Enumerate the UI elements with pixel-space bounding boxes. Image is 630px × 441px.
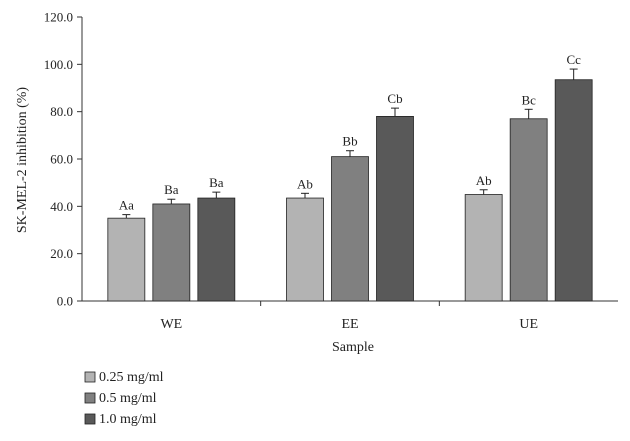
- bar: [509, 118, 548, 302]
- bar: [107, 217, 146, 302]
- x-tick-label: EE: [341, 317, 358, 332]
- data-label: Aa: [119, 198, 134, 213]
- y-tick-label: 20.0: [50, 246, 73, 261]
- bar: [286, 197, 324, 302]
- data-label: Ab: [476, 173, 492, 188]
- legend-label: 0.5 mg/ml: [99, 391, 157, 406]
- y-axis-title: SK-MEL-2 inhibition (%): [15, 87, 30, 234]
- data-label: Cb: [387, 91, 402, 106]
- y-tick-label: 0.0: [57, 294, 73, 309]
- legend-swatch: [84, 392, 96, 404]
- bar: [464, 194, 503, 302]
- y-tick-label: 60.0: [50, 152, 73, 167]
- bar: [152, 203, 191, 302]
- y-tick-label: 80.0: [50, 104, 73, 119]
- data-label: Bb: [342, 134, 357, 149]
- bar: [554, 79, 593, 302]
- legend-swatch: [84, 413, 96, 425]
- x-tick-label: UE: [519, 317, 538, 332]
- bar: [376, 116, 414, 302]
- bar: [331, 156, 369, 302]
- data-label: Bc: [521, 92, 536, 107]
- y-tick-label: 100.0: [44, 57, 73, 72]
- legend-label: 1.0 mg/ml: [99, 412, 157, 427]
- y-tick-label: 40.0: [50, 199, 73, 214]
- data-label: Cc: [566, 52, 581, 67]
- data-label: Ab: [297, 176, 313, 191]
- x-axis-title: Sample: [332, 340, 374, 355]
- plot-area: 0.0 20.0 40.0 60.0 80.0 100.0 120.0 WE Aa Ba Ba EE A…: [44, 10, 618, 332]
- legend-swatch: [84, 371, 96, 383]
- y-tick-label: 120.0: [44, 10, 73, 25]
- bar: [197, 197, 236, 302]
- data-label: Ba: [209, 175, 224, 190]
- legend: 0.25 mg/ml 0.5 mg/ml 1.0 mg/ml: [84, 370, 164, 427]
- legend-label: 0.25 mg/ml: [99, 370, 164, 385]
- x-tick-label: WE: [160, 317, 182, 332]
- data-label: Ba: [164, 182, 179, 197]
